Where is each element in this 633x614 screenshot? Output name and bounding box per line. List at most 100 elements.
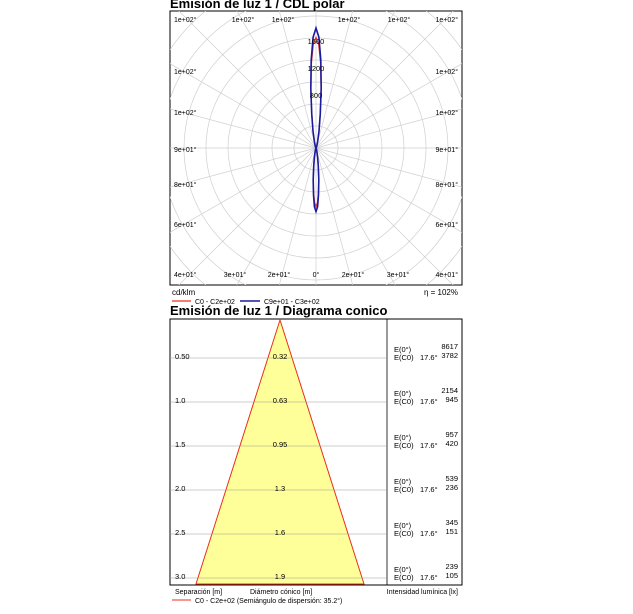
polar-efficiency-label: η = 102% <box>424 288 458 297</box>
polar-grid-spoke <box>178 147 317 285</box>
polar-grid-spoke <box>315 11 396 149</box>
polar-grid-spoke <box>315 63 462 149</box>
cone-row-e0-value: 957 <box>445 430 458 439</box>
cone-row-e0-label: E(0°) <box>394 389 412 398</box>
cone-row-distance: 0.50 <box>175 352 190 361</box>
cone-row-ec0-label: E(C0) <box>394 441 414 450</box>
cone-row-angle: 17.6° <box>420 529 438 538</box>
cone-row-ec0-value: 945 <box>445 395 458 404</box>
cone-row-angle: 17.6° <box>420 485 438 494</box>
polar-angle-label-bottom: 3e+01° <box>224 271 247 279</box>
polar-grid-spoke <box>170 147 317 233</box>
legend-label-series-1: C0 - C2e+02 <box>195 299 235 306</box>
polar-grid <box>170 11 462 285</box>
polar-grid-spoke <box>315 11 454 149</box>
polar-angle-label-top: 1e+02° <box>232 16 255 24</box>
cone-row-ec0-label: E(C0) <box>394 353 414 362</box>
cone-shape <box>195 318 365 585</box>
cone-footnote: C0 - C2e+02 (Semiángulo de dispersión: 3… <box>195 597 342 605</box>
cone-row-angle: 17.6° <box>420 441 438 450</box>
polar-angle-label-right: 1e+02° <box>436 109 459 117</box>
polar-angle-label-left: 1e+02° <box>174 16 197 24</box>
polar-grid-spoke <box>315 147 454 285</box>
polar-chart-title: Emisión de luz 1 / CDL polar <box>170 0 345 11</box>
polar-angle-label-bottom: 2e+01° <box>268 271 291 279</box>
polar-angle-label-bottom: 3e+01° <box>387 271 410 279</box>
polar-angle-label-right: 6e+01° <box>436 221 459 229</box>
polar-angle-label-left: 1e+02° <box>174 109 197 117</box>
polar-angle-label-right: 1e+02° <box>436 16 459 24</box>
cone-row-e0-value: 345 <box>445 518 458 527</box>
polar-grid-spoke <box>278 147 317 285</box>
cone-row-ec0-value: 105 <box>445 571 458 580</box>
polar-angle-label-left: 9e+01° <box>174 146 197 154</box>
polar-grid-spoke <box>278 11 317 149</box>
cone-row-e0-value: 539 <box>445 474 458 483</box>
cone-row-e0-label: E(0°) <box>394 433 412 442</box>
cone-row-ec0-label: E(C0) <box>394 397 414 406</box>
cone-xlabel-separation: Separación [m] <box>175 589 222 596</box>
cone-row-e0-label: E(0°) <box>394 345 412 354</box>
polar-grid-spoke <box>170 108 317 149</box>
polar-angle-label-left: 4e+01° <box>174 271 197 279</box>
cone-chart-title: Emisión de luz 1 / Diagrama conico <box>170 303 388 318</box>
cone-row-e0-value: 2154 <box>441 386 458 395</box>
cone-row-diameter: 0.63 <box>273 396 288 405</box>
cone-xlabel-diameter: Diámetro cónico [m] <box>250 589 312 596</box>
polar-grid-spoke <box>315 147 462 233</box>
cone-row-angle: 17.6° <box>420 397 438 406</box>
cone-row-ec0-label: E(C0) <box>394 529 414 538</box>
cone-row-ec0-value: 3782 <box>441 351 458 360</box>
legend-label-series-2: C9e+01 - C3e+02 <box>264 299 320 306</box>
polar-angle-label-bottom: 0° <box>313 271 320 279</box>
polar-grid-spoke <box>315 11 354 149</box>
cone-row-distance: 3.0 <box>175 572 185 581</box>
cone-row-diameter: 0.95 <box>273 440 288 449</box>
polar-unit-label: cd/klm <box>172 288 195 297</box>
polar-grid-spoke <box>315 147 396 285</box>
cone-row-distance: 1.0 <box>175 396 185 405</box>
polar-chart: 1600 1200 800 1e+02° 1e+02° 1e+02° 9e+01° 8e+01… <box>169 10 463 306</box>
polar-angle-label-top: 1e+02° <box>272 16 295 24</box>
polar-angle-label-top: 1e+02° <box>388 16 411 24</box>
polar-grid-spoke <box>236 147 317 285</box>
polar-angle-label-top: 1e+02° <box>338 16 361 24</box>
cone-frame <box>169 318 463 586</box>
polar-grid-spoke <box>315 108 462 149</box>
polar-grid-spoke <box>178 11 317 149</box>
cone-row-angle: 17.6° <box>420 573 438 582</box>
polar-radial-tick-label: 1600 <box>308 37 325 46</box>
polar-grid-spoke <box>315 147 462 188</box>
cone-row-ec0-value: 151 <box>445 527 458 536</box>
polar-angle-label-left: 8e+01° <box>174 181 197 189</box>
polar-grid-spoke <box>170 63 317 149</box>
cone-row-ec0-value: 236 <box>445 483 458 492</box>
cone-row-diameter: 1.3 <box>275 484 285 493</box>
polar-angle-label-left: 6e+01° <box>174 221 197 229</box>
polar-angle-label-right: 4e+01° <box>436 271 459 279</box>
cone-row-angle: 17.6° <box>420 353 438 362</box>
polar-angle-label-right: 1e+02° <box>436 68 459 76</box>
polar-grid-spoke <box>170 147 317 188</box>
cone-row-diameter: 0.32 <box>273 352 288 361</box>
cone-row-distance: 1.5 <box>175 440 185 449</box>
polar-grid-spoke <box>236 11 317 149</box>
cone-row-e0-label: E(0°) <box>394 565 412 574</box>
polar-angle-label-bottom: 2e+01° <box>342 271 365 279</box>
cone-row-distance: 2.5 <box>175 528 185 537</box>
cone-row-diameter: 1.6 <box>275 528 285 537</box>
cone-row-ec0-label: E(C0) <box>394 485 414 494</box>
polar-angle-label-right: 9e+01° <box>436 146 459 154</box>
cone-row-e0-value: 8617 <box>441 342 458 351</box>
cone-xlabel-intensity: Intensidad lumínica [lx] <box>387 589 458 596</box>
cone-row-distance: 2.0 <box>175 484 185 493</box>
polar-angle-label-left: 1e+02° <box>174 68 197 76</box>
polar-radial-tick-label: 800 <box>310 91 323 100</box>
cone-row-ec0-value: 420 <box>445 439 458 448</box>
polar-angle-label-right: 8e+01° <box>436 181 459 189</box>
cone-row-diameter: 1.9 <box>275 572 285 581</box>
cone-row-e0-label: E(0°) <box>394 521 412 530</box>
polar-series-2-line <box>309 25 323 215</box>
cone-row-ec0-label: E(C0) <box>394 573 414 582</box>
